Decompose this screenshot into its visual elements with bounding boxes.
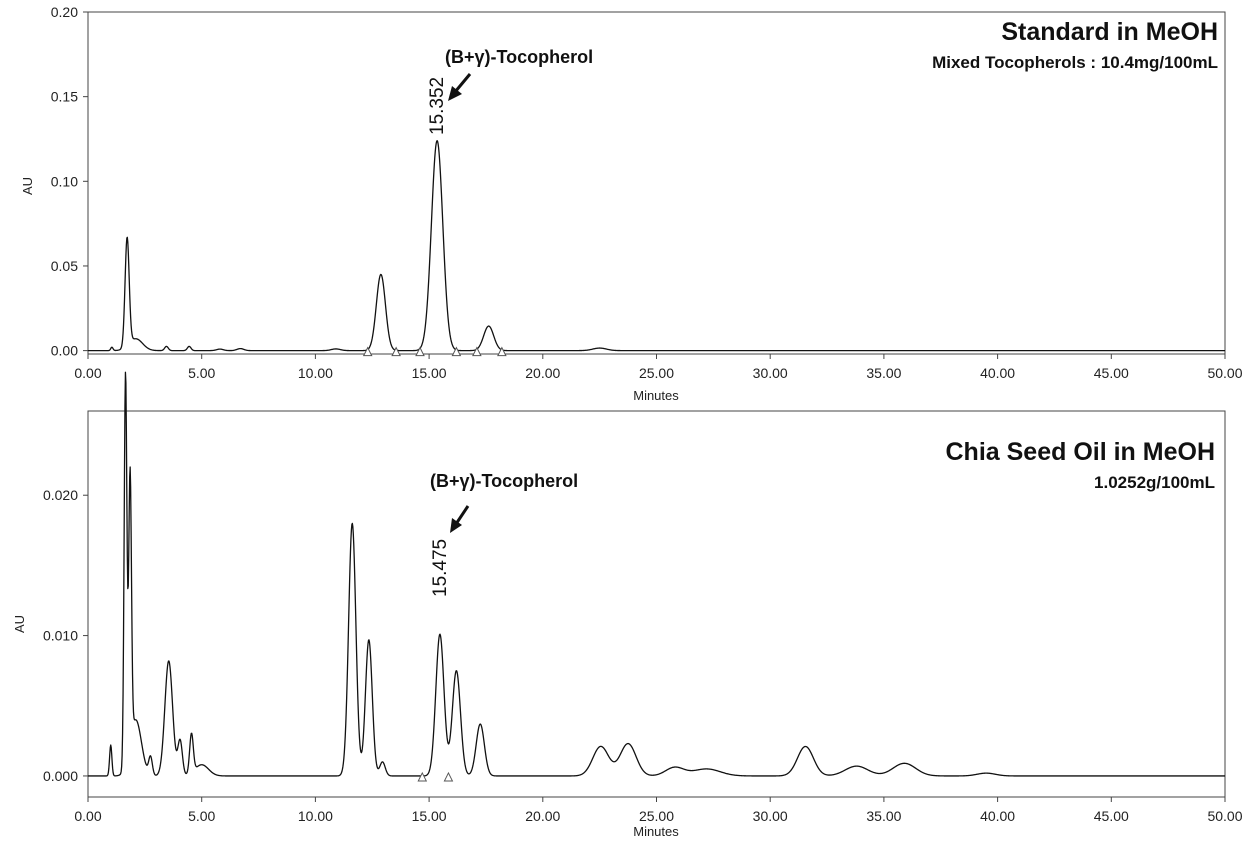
y-tick-labels: 0.000 0.010 0.020 <box>43 487 88 784</box>
arrow <box>448 73 472 101</box>
x-tick-label: 15.00 <box>412 808 447 824</box>
x-tick-label: 0.00 <box>74 808 101 824</box>
x-tick-label: 10.00 <box>298 808 333 824</box>
x-tick-label: 45.00 <box>1094 808 1129 824</box>
arrow <box>450 505 470 533</box>
y-tick-label: 0.00 <box>51 343 78 359</box>
y-tick-labels: 0.00 0.05 0.10 0.15 0.20 <box>51 4 88 359</box>
x-tick-label: 30.00 <box>753 808 788 824</box>
x-tick-label: 35.00 <box>866 808 901 824</box>
peak-annotation: (B+γ)-Tocopherol <box>445 47 593 67</box>
x-axis-label: Minutes <box>633 388 679 403</box>
chart-title: Standard in MeOH <box>1001 18 1218 46</box>
x-tick-label: 10.00 <box>298 365 333 381</box>
retention-time-label: 15.352 <box>427 77 448 135</box>
x-tick-label: 40.00 <box>980 808 1015 824</box>
plot-frame <box>87 410 1226 798</box>
x-tick-label: 25.00 <box>639 365 674 381</box>
x-tick-label: 15.00 <box>412 365 447 381</box>
y-axis-label: AU <box>12 615 27 633</box>
integration-marker <box>451 346 462 357</box>
peak-annotation: (B+γ)-Tocopherol <box>430 471 578 491</box>
peak-markers <box>417 771 454 782</box>
y-tick-label: 0.15 <box>51 89 78 105</box>
y-tick-label: 0.010 <box>43 628 78 644</box>
integration-marker <box>417 771 428 782</box>
x-axis-label: Minutes <box>633 824 679 839</box>
y-axis-label: AU <box>20 177 35 195</box>
y-tick-label: 0.20 <box>51 4 78 20</box>
x-tick-label: 20.00 <box>525 365 560 381</box>
integration-marker <box>497 346 507 357</box>
x-tick-labels: 0.00 5.00 10.00 15.00 20.00 25.00 30.00 35.00 40… <box>74 797 1243 824</box>
x-tick-label: 45.00 <box>1094 365 1129 381</box>
chart-chia-seed-oil: 0.000 0.010 0.020 0.00 5.00 10.00 15.00 20.00 2… <box>12 371 1243 839</box>
integration-marker <box>443 771 454 782</box>
chromatogram-trace <box>87 140 1226 352</box>
integration-marker <box>391 346 401 357</box>
y-tick-label: 0.10 <box>51 173 78 189</box>
x-tick-label: 0.00 <box>74 365 101 381</box>
chart-title: Chia Seed Oil in MeOH <box>946 438 1216 466</box>
x-tick-label: 20.00 <box>525 808 560 824</box>
chart-subtitle: 1.0252g/100mL <box>1094 473 1215 492</box>
x-tick-label: 5.00 <box>188 808 215 824</box>
x-tick-label: 35.00 <box>866 365 901 381</box>
x-tick-label: 50.00 <box>1207 808 1242 824</box>
x-tick-label: 25.00 <box>639 808 674 824</box>
x-tick-labels: 0.00 5.00 10.00 15.00 20.00 25.00 30.00 35.00 40… <box>74 354 1243 381</box>
x-tick-label: 30.00 <box>753 365 788 381</box>
x-tick-label: 5.00 <box>188 365 215 381</box>
y-tick-label: 0.020 <box>43 487 78 503</box>
chromatogram-trace <box>87 371 1226 777</box>
retention-time-label: 15.475 <box>430 539 451 597</box>
x-tick-label: 40.00 <box>980 365 1015 381</box>
y-tick-label: 0.05 <box>51 258 78 274</box>
x-tick-label: 50.00 <box>1207 365 1242 381</box>
y-tick-label: 0.000 <box>43 768 78 784</box>
chart-subtitle: Mixed Tocopherols : 10.4mg/100mL <box>932 53 1218 72</box>
peak-markers <box>362 346 507 357</box>
integration-marker <box>472 346 482 357</box>
integration-marker <box>362 346 373 357</box>
chart-standard: 0.00 0.05 0.10 0.15 0.20 0.00 5.00 10.00 15.00 2… <box>20 4 1243 403</box>
integration-marker <box>415 346 425 357</box>
